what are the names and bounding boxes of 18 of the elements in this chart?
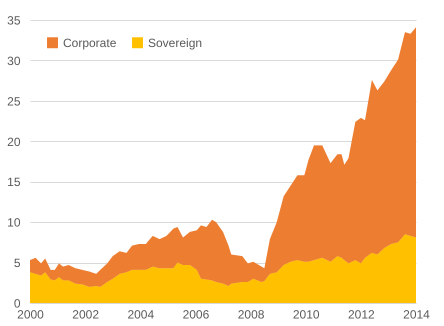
y-tick-label: 10 xyxy=(7,216,21,230)
x-tick-label: 2012 xyxy=(348,308,376,322)
x-tick-label: 2004 xyxy=(127,308,154,322)
y-tick-label: 35 xyxy=(7,14,21,28)
legend-label: Corporate xyxy=(63,36,117,50)
x-tick-label: 2000 xyxy=(17,308,44,322)
x-tick-label: 2006 xyxy=(182,308,210,322)
y-tick-label: 20 xyxy=(7,134,21,149)
legend-label: Sovereign xyxy=(148,36,202,50)
x-tick-label: 2002 xyxy=(72,308,100,322)
y-tick-label: 5 xyxy=(14,256,21,270)
y-tick-label: 15 xyxy=(7,175,21,190)
y-tick-label: 25 xyxy=(7,94,21,108)
x-tick-label: 2014 xyxy=(403,308,430,322)
x-tick-label: 2008 xyxy=(238,308,265,322)
y-tick-label: 0 xyxy=(14,296,21,310)
x-tick-label: 2010 xyxy=(292,308,320,322)
y-tick-label: 30 xyxy=(7,54,21,68)
